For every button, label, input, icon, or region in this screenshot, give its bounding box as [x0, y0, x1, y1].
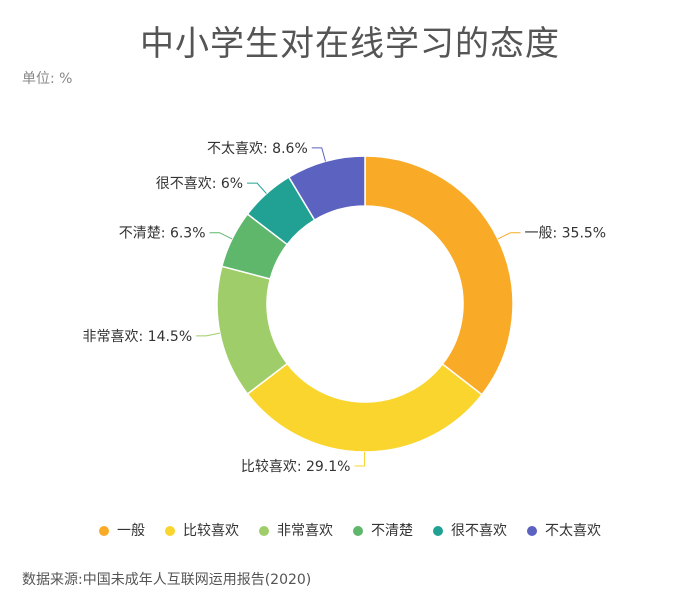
chart-legend: 一般 比较喜欢 非常喜欢 不清楚 很不喜欢 不太喜欢	[0, 520, 700, 540]
legend-label: 不太喜欢	[545, 523, 601, 539]
leader-line-1	[497, 232, 521, 240]
legend-dot-icon	[527, 526, 537, 536]
legend-item-3[interactable]: 非常喜欢	[259, 520, 333, 540]
legend-label: 非常喜欢	[277, 523, 333, 539]
legend-item-2[interactable]: 比较喜欢	[165, 520, 239, 540]
legend-dot-icon	[99, 526, 109, 536]
data-source: 数据来源:中国未成年人互联网运用报告(2020)	[22, 572, 312, 588]
leader-line-3	[196, 332, 220, 337]
unit-label: 单位: %	[22, 71, 73, 87]
legend-item-1[interactable]: 一般	[99, 520, 145, 540]
legend-item-5[interactable]: 很不喜欢	[433, 520, 507, 540]
legend-dot-icon	[433, 526, 443, 536]
slice-label-4: 不清楚: 6.3%	[119, 226, 206, 242]
legend-dot-icon	[259, 526, 269, 536]
slice-label-5: 很不喜欢: 6%	[156, 176, 243, 192]
leader-line-4	[209, 232, 233, 240]
legend-dot-icon	[165, 526, 175, 536]
leader-line-5	[247, 182, 267, 194]
slice-label-6: 不太喜欢: 8.6%	[207, 141, 308, 157]
legend-label: 不清楚	[371, 523, 413, 539]
chart-title: 中小学生对在线学习的态度	[140, 24, 560, 64]
legend-label: 比较喜欢	[183, 523, 239, 539]
slice-2	[246, 362, 483, 453]
legend-item-6[interactable]: 不太喜欢	[527, 520, 601, 540]
slice-label-2: 比较喜欢: 29.1%	[241, 459, 351, 475]
slice-label-3: 非常喜欢: 14.5%	[83, 329, 193, 345]
slice-1	[364, 155, 514, 396]
legend-label: 很不喜欢	[451, 523, 507, 539]
leader-line-6	[311, 147, 326, 162]
legend-label: 一般	[117, 523, 145, 539]
slice-6	[287, 155, 366, 221]
legend-dot-icon	[353, 526, 363, 536]
legend-item-4[interactable]: 不清楚	[353, 520, 413, 540]
slice-label-1: 一般: 35.5%	[524, 226, 606, 242]
leader-line-2	[354, 451, 366, 467]
